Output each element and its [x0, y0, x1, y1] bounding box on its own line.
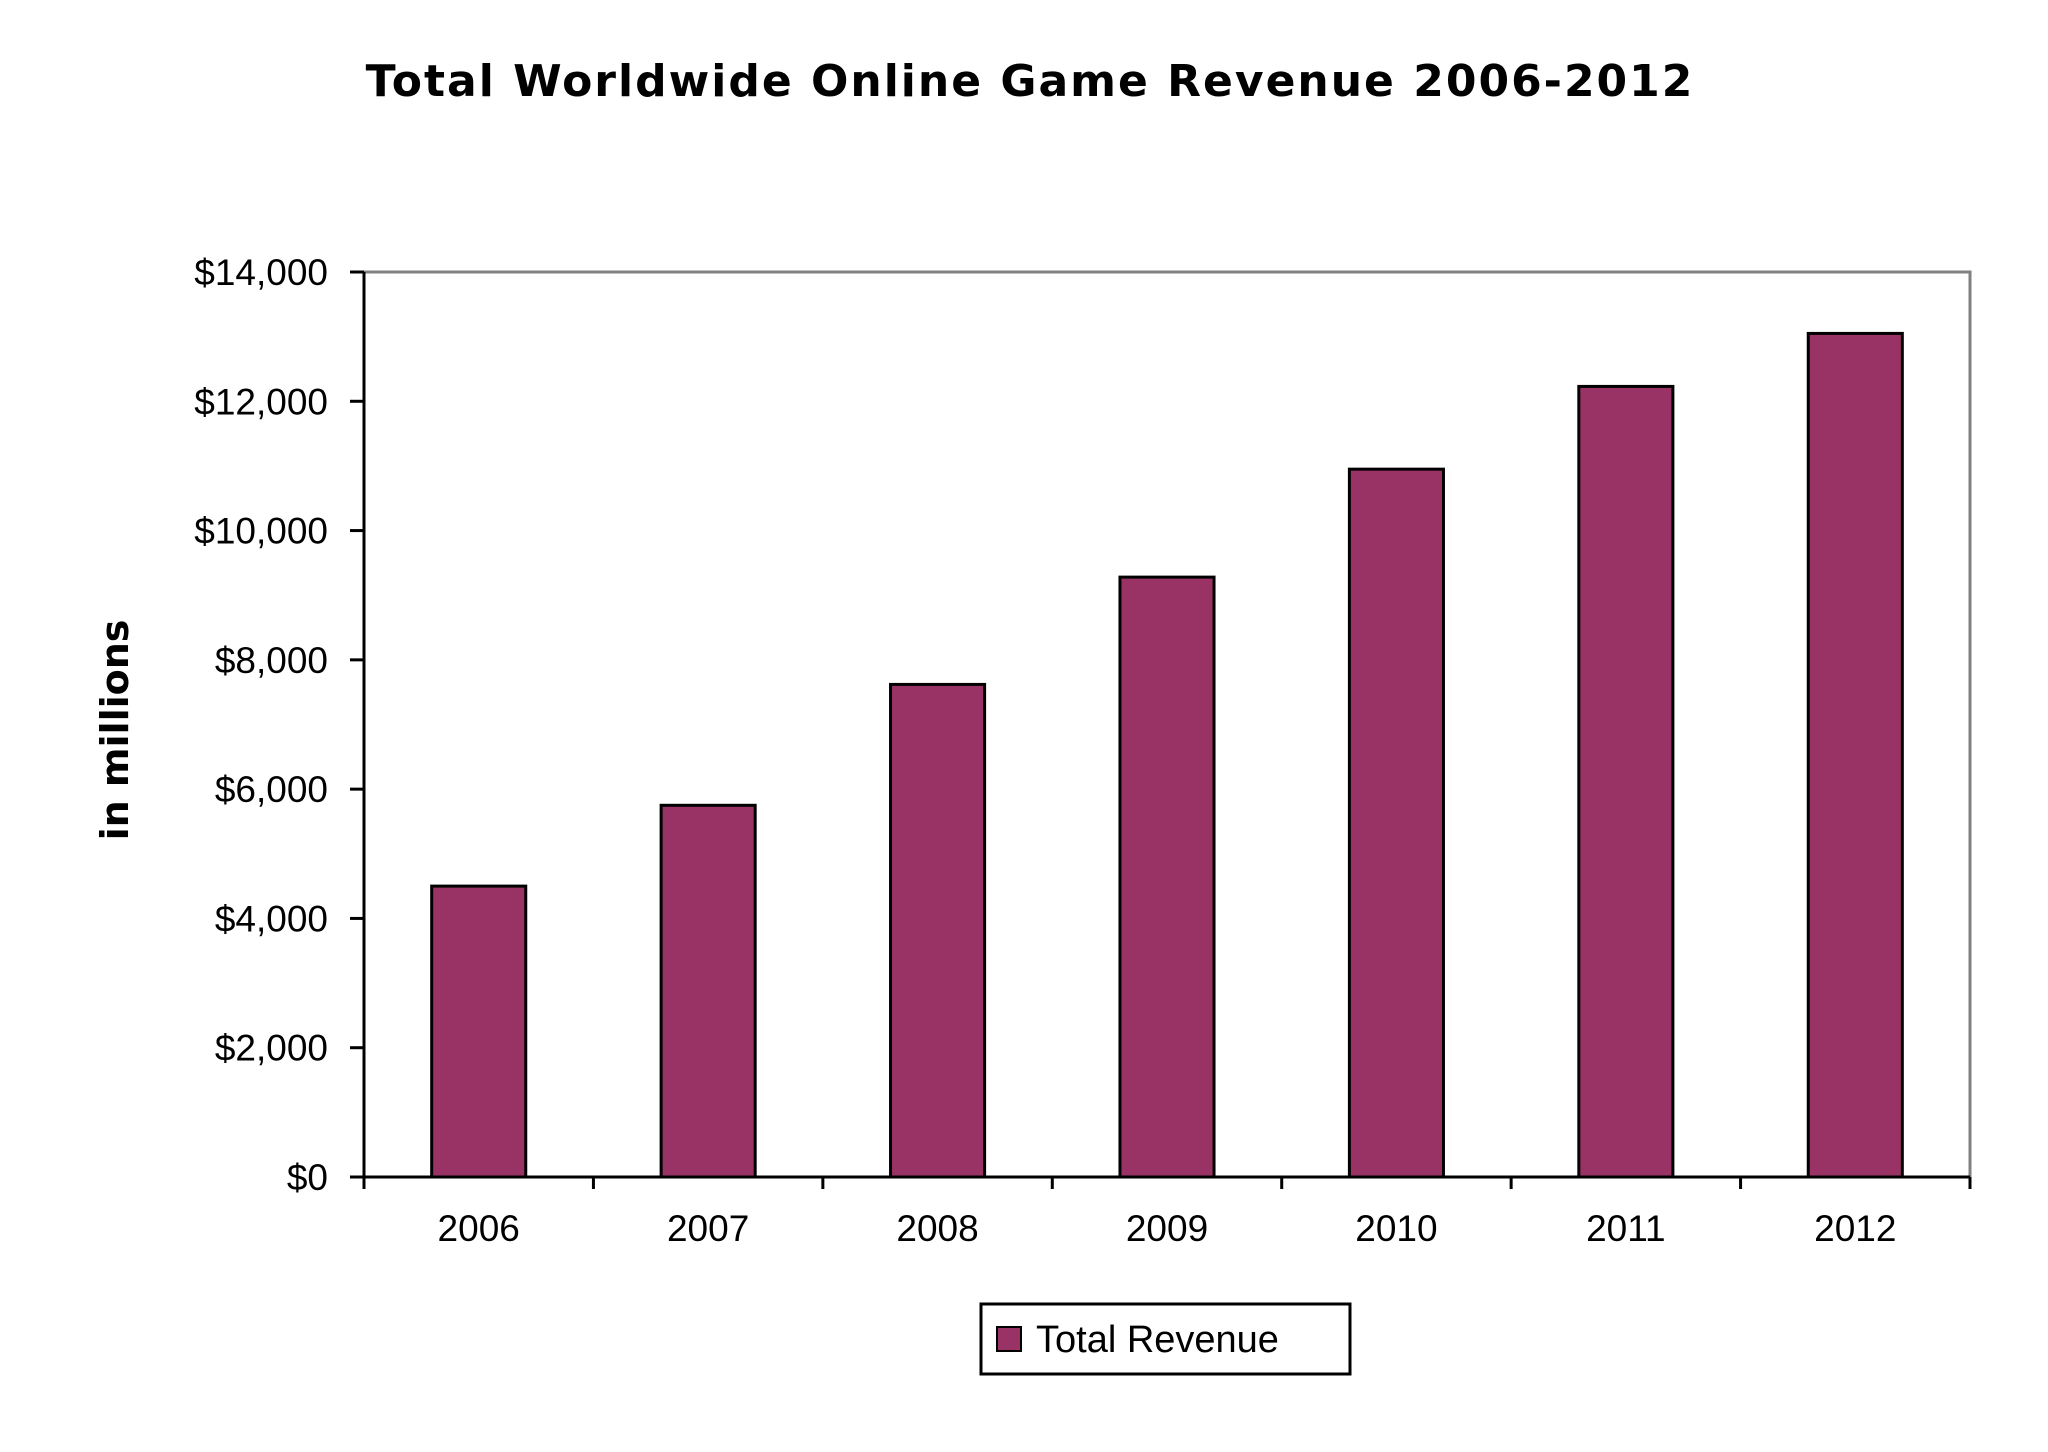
x-tick-label: 2006	[438, 1208, 520, 1249]
bar-2006	[430, 884, 528, 1179]
x-tick-label: 2012	[1814, 1208, 1896, 1249]
bar-2009	[1118, 575, 1216, 1179]
y-tick-label: $2,000	[215, 1028, 328, 1069]
x-axis: 2006 2007 2008 2009 2010 2011 2012	[362, 1175, 1972, 1249]
legend-box	[979, 1302, 1352, 1376]
bar-2011	[1577, 384, 1675, 1179]
bars	[430, 331, 1904, 1179]
bar-2012	[1806, 331, 1904, 1179]
legend-label: Total Revenue	[1036, 1319, 1279, 1361]
y-tick-label: $0	[287, 1157, 328, 1198]
y-tick-label: $4,000	[215, 898, 328, 939]
chart-title: Total Worldwide Online Game Revenue 2006…	[366, 56, 1695, 107]
x-tick-label: 2010	[1355, 1208, 1437, 1249]
x-tick-label: 2009	[1126, 1208, 1208, 1249]
legend-swatch	[996, 1326, 1022, 1352]
y-tick-label: $6,000	[215, 769, 328, 810]
bar-2010	[1347, 467, 1445, 1179]
y-tick-label: $10,000	[194, 511, 328, 552]
x-tick-label: 2008	[896, 1208, 978, 1249]
bar-2008	[889, 682, 987, 1179]
x-tick-label: 2011	[1586, 1208, 1666, 1249]
x-tick-label: 2007	[667, 1208, 749, 1249]
y-tick-label: $14,000	[194, 252, 328, 293]
y-axis-label: in millions	[93, 620, 137, 841]
y-axis: $0 $2,000 $4,000 $6,000 $8,000 $10,000 $12,000…	[194, 252, 366, 1198]
legend: Total Revenue	[979, 1302, 1352, 1376]
bar-2007	[659, 803, 757, 1179]
y-tick-label: $8,000	[215, 640, 328, 681]
y-tick-label: $12,000	[194, 381, 328, 422]
